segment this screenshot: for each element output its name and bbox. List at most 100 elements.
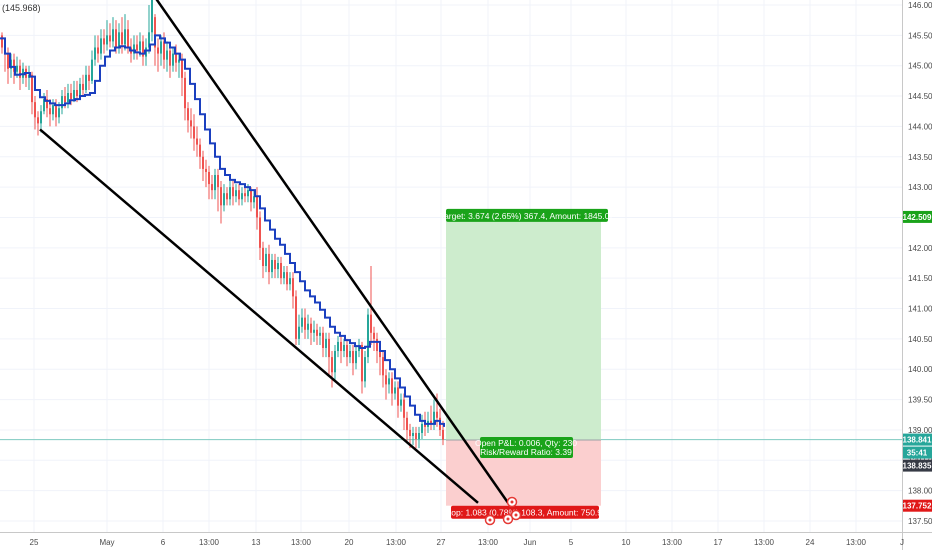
x-tick-label: May [99,538,114,547]
candle-body [37,117,39,123]
stop-price-label[interactable]: 137.752 [903,500,932,512]
candle-body [313,330,315,333]
candle-body [241,193,243,199]
candle-body [436,412,438,418]
target-label: Target: 3.674 (2.65%) 367.4, Amount: 184… [440,209,615,222]
candle-body [376,339,378,351]
y-tick-label: 144.500 [908,92,932,101]
candle-body [115,29,117,47]
target-price-label[interactable]: 142.509 [903,211,932,223]
candle-body [187,108,189,120]
y-tick-label: 143.500 [908,153,932,162]
candle-body [181,60,183,78]
candle-body [406,418,408,430]
candle-body [58,108,60,117]
candle-body [367,315,369,357]
candle-body [298,327,300,339]
x-tick-label: 13:00 [754,538,775,547]
candle-body [277,263,279,269]
candle-body [94,47,96,59]
candle-body [355,351,357,363]
candle-body [172,54,174,66]
candle-body [346,345,348,357]
candle-body [136,44,138,50]
candle-body [415,433,417,439]
candle-body [442,430,444,440]
candle-body [262,248,264,266]
event-marker-dot [515,514,518,517]
x-tick-label: 13:00 [478,538,499,547]
entry-price-label[interactable]: 138.835 [903,460,932,472]
candle-body [391,378,393,393]
x-tick-label: 13:00 [846,538,867,547]
x-tick-label: J [900,538,904,547]
candle-body [157,47,159,53]
candle-body [328,339,330,357]
x-tick-label: 13:00 [662,538,683,547]
current-price-label[interactable]: 138.841 [903,434,932,446]
stop-label-text: Stop: 1.083 (0.78%) 108.3, Amount: 750.9… [443,508,607,518]
candle-body [271,260,273,272]
candle-body [319,333,321,336]
candle-body [256,196,258,217]
candle-body [292,278,294,296]
candle-body [100,38,102,53]
x-tick-label: 24 [806,538,815,547]
candle-body [217,175,219,187]
candle-body [70,93,72,99]
x-tick-label: 20 [345,538,354,547]
y-tick-label: 138.000 [908,487,932,496]
candle-body [88,75,90,81]
candle-body [67,93,69,102]
candle-body [238,190,240,199]
event-marker-dot [511,501,514,504]
candle-body [349,351,351,357]
candle-body [49,108,51,114]
entry-price-label-text: 138.835 [903,462,932,471]
candle-body [175,54,177,63]
candle-body [409,430,411,436]
candle-body [61,96,63,108]
candle-body [205,169,207,172]
candle-body [97,47,99,53]
candle-body [364,357,366,381]
candle-body [247,190,249,196]
y-tick-label: 141.500 [908,274,932,283]
candle-body [340,342,342,351]
candle-body [400,400,402,406]
position-zones[interactable] [446,217,601,506]
candle-body [388,378,390,384]
candle-body [112,29,114,41]
y-tick-label: 137.500 [908,517,932,526]
candle-body [55,105,57,117]
target-label-text: Target: 3.674 (2.65%) 367.4, Amount: 184… [440,211,615,221]
candle-body [226,193,228,199]
candle-body [76,90,78,96]
candle-body [220,187,222,205]
candle-body [160,41,162,53]
candle-body [79,84,81,96]
candle-body [82,84,84,90]
y-tick-label: 145.000 [908,62,932,71]
y-tick-label: 143.000 [908,183,932,192]
candle-body [199,145,201,157]
candle-body [307,324,309,330]
candle-body [103,38,105,44]
risk-reward-text: Risk/Reward Ratio: 3.39 [480,447,572,457]
candle-body [16,66,18,72]
candle-body [1,35,3,47]
candle-body [421,424,423,433]
candle-body [373,333,375,339]
candle-body [412,433,414,436]
candle-body [289,278,291,284]
candle-body [163,41,165,59]
countdown-label[interactable]: 35:41 [903,447,932,459]
candle-body [202,157,204,169]
candle-body [73,90,75,99]
target-zone[interactable] [446,217,601,440]
candle-body [322,333,324,348]
y-tick-label: 141.000 [908,305,932,314]
candle-body [223,193,225,205]
